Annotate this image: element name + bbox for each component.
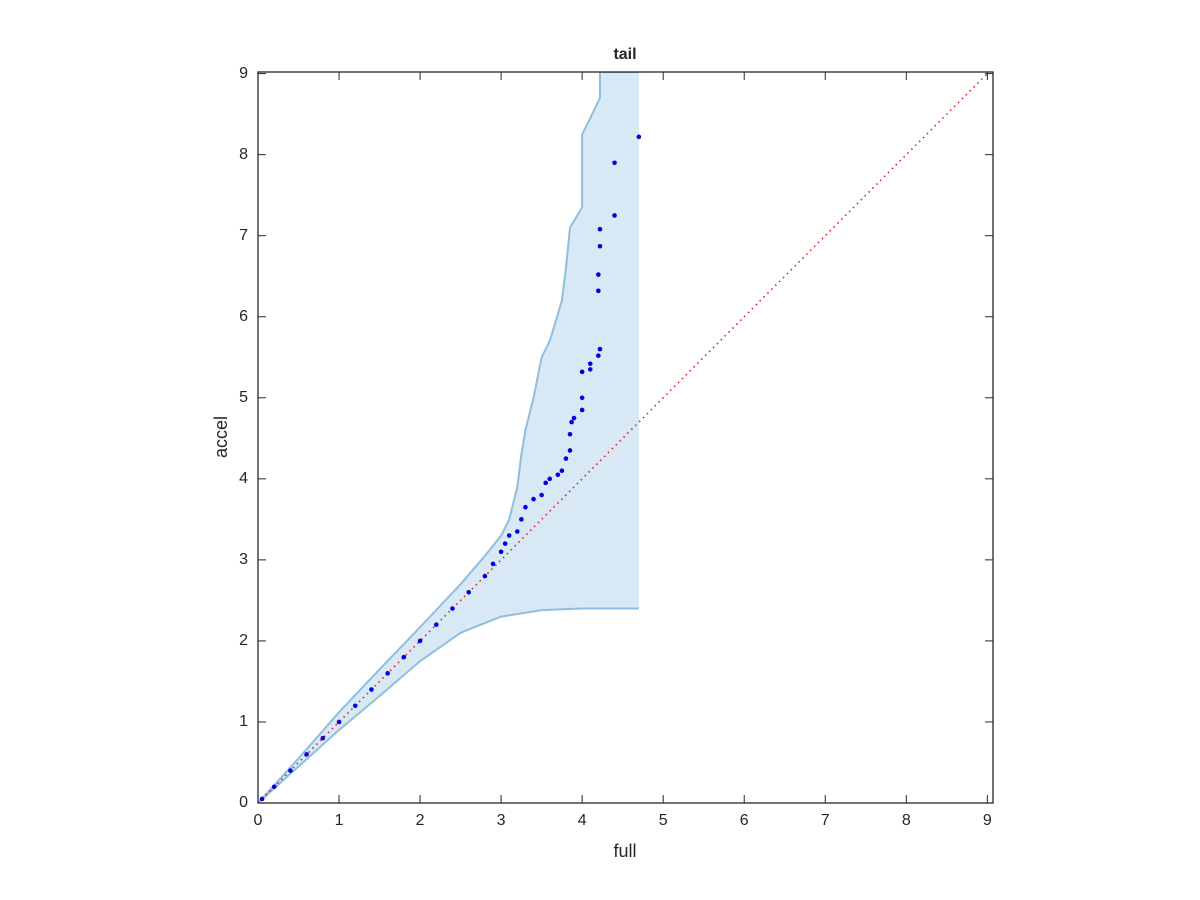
x-tick-label: 5 xyxy=(659,812,668,829)
data-point xyxy=(547,476,553,482)
data-point xyxy=(320,735,326,741)
data-point xyxy=(369,687,374,692)
data-point xyxy=(597,243,603,249)
data-point xyxy=(519,517,524,522)
data-point xyxy=(543,480,548,486)
data-point xyxy=(596,353,601,358)
data-point xyxy=(531,496,536,502)
y-tick-label: 1 xyxy=(239,713,248,730)
band-lower-edge xyxy=(258,607,639,803)
data-point xyxy=(555,472,561,478)
data-point xyxy=(597,226,603,232)
y-tick-label: 3 xyxy=(239,551,248,568)
x-tick-label: 8 xyxy=(902,812,911,829)
x-tick-label: 9 xyxy=(983,812,992,829)
chart-title: tail xyxy=(613,46,636,63)
y-tick-label: 2 xyxy=(239,632,248,649)
data-point xyxy=(523,504,528,510)
data-point xyxy=(579,395,585,401)
x-tick-label: 4 xyxy=(578,812,587,829)
data-point xyxy=(539,492,544,498)
y-tick-label: 4 xyxy=(239,470,248,487)
data-point xyxy=(466,589,471,595)
data-point xyxy=(506,533,512,538)
data-point xyxy=(636,134,642,140)
x-tick-label: 3 xyxy=(497,812,506,829)
data-point xyxy=(587,361,593,367)
y-tick-label: 9 xyxy=(239,65,248,82)
data-point xyxy=(336,719,342,725)
data-point xyxy=(515,529,520,534)
y-tick-label: 8 xyxy=(239,146,248,163)
data-point xyxy=(579,369,585,375)
data-point xyxy=(612,213,617,218)
data-point xyxy=(563,456,569,461)
data-point xyxy=(417,638,423,644)
axes: 0 1 2 3 4 5 6 7 8 9 0 1 2 3 4 5 6 7 8 9 xyxy=(239,65,994,829)
data-point xyxy=(490,561,496,567)
data-point xyxy=(271,784,277,790)
data-point xyxy=(567,448,573,453)
data-point xyxy=(571,415,577,421)
data-point xyxy=(450,606,455,611)
data-point xyxy=(401,654,407,660)
y-tick-label: 7 xyxy=(239,227,248,244)
y-tick-label: 5 xyxy=(239,389,248,406)
x-tick-label: 7 xyxy=(821,812,830,829)
data-point xyxy=(482,573,488,579)
data-point xyxy=(385,671,390,676)
y-axis-label: accel xyxy=(211,416,231,458)
x-axis-label: full xyxy=(613,841,636,861)
confidence-band xyxy=(258,72,639,803)
data-point xyxy=(433,622,439,628)
data-point xyxy=(596,272,601,277)
data-point xyxy=(567,431,573,437)
data-point xyxy=(597,346,603,352)
y-tick-label: 0 xyxy=(239,794,248,811)
x-tick-label: 2 xyxy=(416,812,425,829)
data-point xyxy=(579,407,585,413)
data-point xyxy=(612,160,617,166)
data-point xyxy=(596,288,601,294)
axes-box xyxy=(257,71,994,804)
reference-line xyxy=(258,72,991,803)
x-tick-label: 6 xyxy=(740,812,749,829)
data-point xyxy=(587,367,593,372)
data-point xyxy=(288,768,293,773)
band-upper-edge xyxy=(258,72,639,803)
data-point xyxy=(502,541,508,546)
plot-area xyxy=(258,72,991,803)
data-point xyxy=(352,703,358,709)
x-tick-label: 1 xyxy=(335,812,344,829)
data-point xyxy=(304,752,309,757)
x-tick-label: 0 xyxy=(254,812,263,829)
y-tick-label: 6 xyxy=(239,308,248,325)
data-point xyxy=(569,419,574,425)
data-point xyxy=(259,796,265,802)
data-point xyxy=(559,468,565,474)
data-point xyxy=(498,549,504,555)
